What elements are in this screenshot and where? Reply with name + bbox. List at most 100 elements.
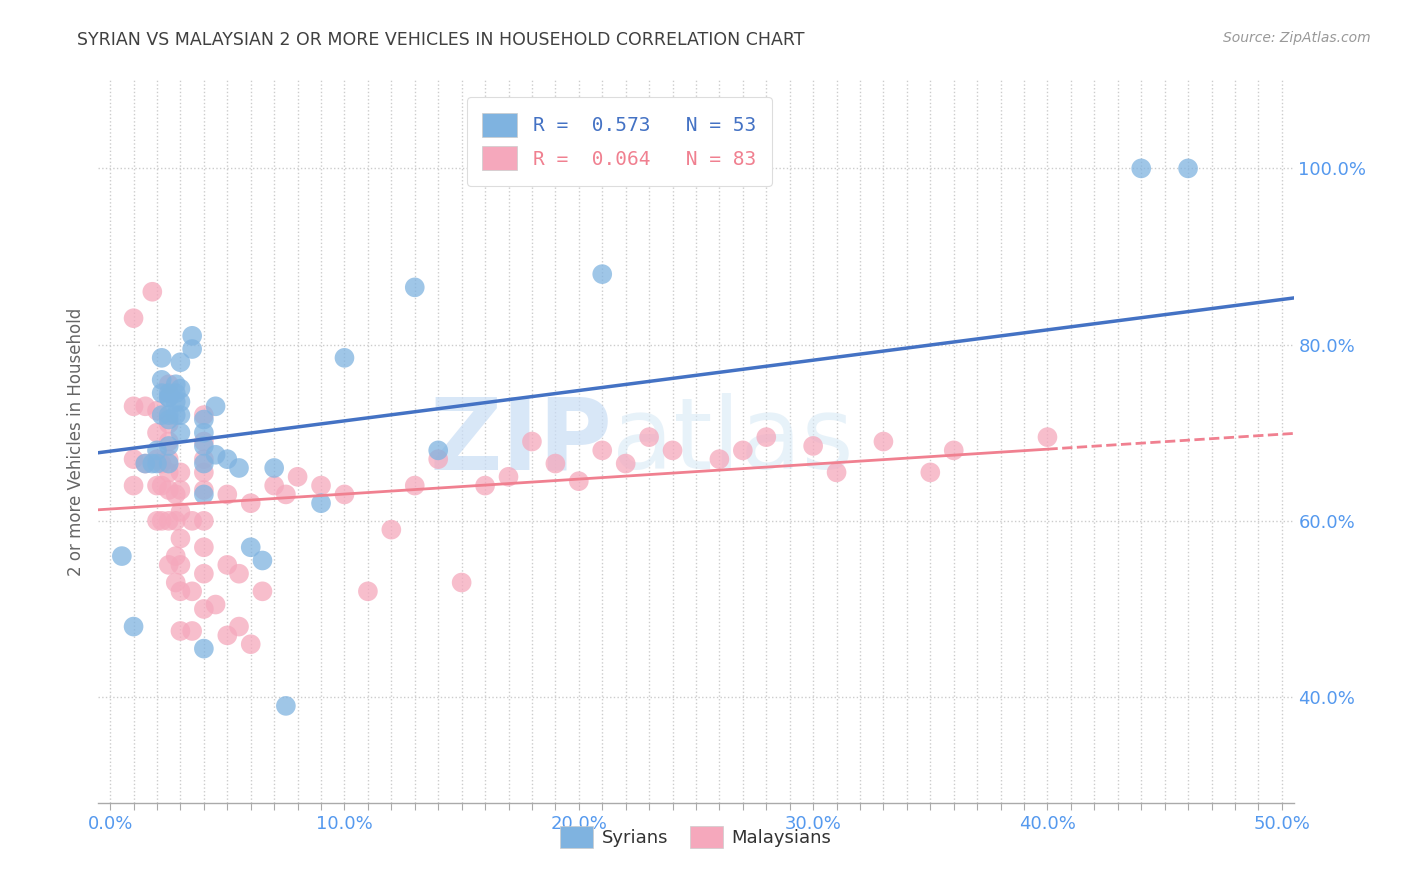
- Text: Source: ZipAtlas.com: Source: ZipAtlas.com: [1223, 31, 1371, 45]
- Point: [146, 443, 169, 458]
- Point: [252, 584, 274, 599]
- Point: [146, 478, 169, 492]
- Point: [169, 558, 191, 572]
- Point: [122, 399, 145, 413]
- Point: [193, 483, 215, 497]
- Point: [146, 403, 169, 417]
- Point: [709, 452, 731, 467]
- Point: [1130, 161, 1153, 176]
- Point: [150, 408, 173, 422]
- Point: [228, 566, 250, 581]
- Point: [1177, 161, 1199, 176]
- Point: [309, 496, 332, 510]
- Point: [193, 412, 215, 426]
- Point: [380, 523, 402, 537]
- Point: [1036, 430, 1059, 444]
- Point: [150, 457, 173, 471]
- Point: [239, 637, 262, 651]
- Point: [263, 478, 285, 492]
- Point: [157, 466, 180, 480]
- Point: [274, 698, 297, 713]
- Point: [169, 532, 191, 546]
- Point: [157, 514, 180, 528]
- Point: [169, 355, 191, 369]
- Y-axis label: 2 or more Vehicles in Household: 2 or more Vehicles in Household: [66, 308, 84, 575]
- Point: [157, 386, 180, 401]
- Point: [357, 584, 380, 599]
- Point: [872, 434, 894, 449]
- Point: [333, 487, 356, 501]
- Point: [193, 641, 215, 656]
- Point: [193, 487, 215, 501]
- Point: [146, 452, 169, 467]
- Point: [498, 470, 520, 484]
- Point: [591, 267, 613, 281]
- Point: [193, 602, 215, 616]
- Point: [193, 425, 215, 440]
- Text: SYRIAN VS MALAYSIAN 2 OR MORE VEHICLES IN HOUSEHOLD CORRELATION CHART: SYRIAN VS MALAYSIAN 2 OR MORE VEHICLES I…: [77, 31, 804, 49]
- Point: [404, 280, 426, 294]
- Point: [920, 466, 942, 480]
- Point: [755, 430, 778, 444]
- Point: [134, 399, 156, 413]
- Point: [287, 470, 309, 484]
- Point: [520, 434, 543, 449]
- Point: [169, 395, 191, 409]
- Point: [204, 399, 226, 413]
- Point: [181, 342, 204, 356]
- Point: [427, 443, 450, 458]
- Point: [193, 408, 215, 422]
- Text: ZIP: ZIP: [429, 393, 613, 490]
- Point: [157, 483, 180, 497]
- Point: [169, 466, 191, 480]
- Point: [731, 443, 754, 458]
- Point: [801, 439, 824, 453]
- Point: [181, 584, 204, 599]
- Point: [165, 395, 187, 409]
- Point: [157, 558, 180, 572]
- Point: [193, 457, 215, 471]
- Point: [169, 584, 191, 599]
- Point: [134, 457, 156, 471]
- Point: [150, 351, 173, 365]
- Point: [157, 434, 180, 449]
- Point: [122, 619, 145, 633]
- Point: [239, 496, 262, 510]
- Point: [169, 483, 191, 497]
- Text: atlas: atlas: [613, 393, 853, 490]
- Point: [404, 478, 426, 492]
- Point: [217, 487, 239, 501]
- Point: [150, 386, 173, 401]
- Point: [614, 457, 637, 471]
- Point: [638, 430, 661, 444]
- Point: [157, 457, 180, 471]
- Point: [146, 457, 169, 471]
- Point: [157, 391, 180, 405]
- Point: [165, 549, 187, 563]
- Point: [165, 575, 187, 590]
- Point: [544, 457, 567, 471]
- Point: [193, 452, 215, 467]
- Point: [150, 478, 173, 492]
- Point: [181, 624, 204, 638]
- Point: [169, 425, 191, 440]
- Point: [427, 452, 450, 467]
- Point: [165, 514, 187, 528]
- Point: [217, 628, 239, 642]
- Point: [165, 487, 187, 501]
- Point: [498, 161, 520, 176]
- Point: [165, 408, 187, 422]
- Point: [239, 541, 262, 555]
- Point: [193, 514, 215, 528]
- Point: [165, 377, 187, 392]
- Point: [157, 377, 180, 392]
- Point: [966, 809, 988, 823]
- Point: [193, 434, 215, 449]
- Point: [825, 466, 848, 480]
- Point: [333, 351, 356, 365]
- Point: [309, 478, 332, 492]
- Point: [591, 443, 613, 458]
- Point: [474, 478, 496, 492]
- Point: [450, 575, 472, 590]
- Point: [274, 487, 297, 501]
